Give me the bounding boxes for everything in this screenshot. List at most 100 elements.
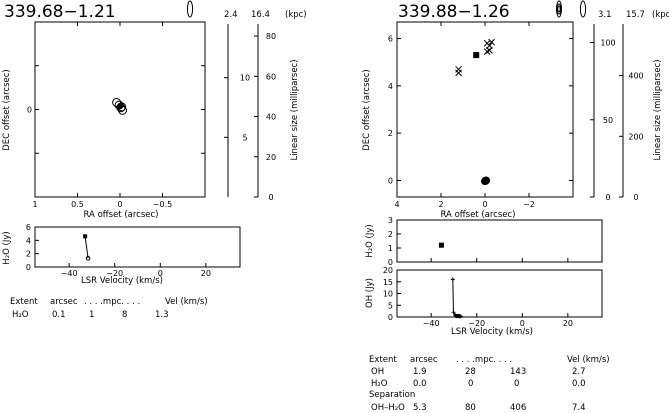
- left-extent-table: Extent arcsec . . . .mpc. . . . Vel (km/…: [10, 297, 208, 320]
- left-sp-x-label-3: −0.5: [153, 200, 172, 209]
- left-table-row-label: H₂O: [12, 310, 29, 320]
- left-sp-x-label-2: 0: [117, 200, 122, 209]
- right-scale-far-label-0: 0: [633, 193, 638, 202]
- right-spatial-x-1: [455, 65, 462, 73]
- left-scale-far-label-1: 20: [266, 153, 276, 162]
- left-scale-far-label-3: 60: [266, 72, 276, 81]
- left-table-h-mpc: . . . .mpc. . . .: [84, 297, 140, 307]
- left-spectrum-ylabel: H₂O (Jy): [2, 231, 12, 264]
- left-sp-x-label-1: 0.5: [71, 200, 84, 209]
- right-oh-y-label-4: 20: [383, 266, 393, 275]
- left-spec-circle: [85, 256, 91, 261]
- right-spatial-marks: [455, 38, 495, 186]
- left-sp-y-label-2: 0: [27, 106, 32, 115]
- right-spatial-x-6: [483, 48, 491, 55]
- left-table-row-vel: 1.3: [155, 310, 169, 320]
- left-spectrum-marks: [83, 234, 91, 261]
- right-scale-near-label-1: 50: [603, 116, 613, 125]
- right-oh-y-label-3: 15: [383, 278, 393, 287]
- right-dist-near: 3.1: [598, 10, 612, 20]
- right-oh-xlabel: LSR Velocity (km/s): [451, 327, 533, 337]
- left-spectrum-ticks: −40 −20 0 20 0 2 4 6: [26, 223, 211, 278]
- left-sp-x-label-0: 1: [32, 200, 37, 209]
- right-row-h2o-mpc-far: 0: [514, 379, 519, 389]
- left-table-row-mpc-far: 8: [122, 310, 127, 320]
- left-spec-square: [83, 234, 88, 239]
- right-row-h2o-mpc-near: 0: [468, 379, 473, 389]
- right-row-oh-mpc-near: 28: [465, 367, 476, 377]
- right-row-oh-label: OH: [371, 367, 384, 377]
- left-spatial-ticks: 1 0.5 0 −0.5 0: [27, 21, 205, 209]
- right-oh-cross-6: [458, 314, 463, 319]
- right-dist-unit: (kpc): [652, 10, 669, 20]
- left-spatial-marks: [112, 98, 128, 115]
- left-table-h-extent: Extent: [10, 297, 38, 307]
- right-sep-mpc-near: 80: [465, 403, 476, 413]
- right-sep-mpc-far: 406: [510, 403, 526, 413]
- right-scale-far-label-1: 200: [628, 132, 643, 141]
- right-h2o-square: [438, 242, 444, 248]
- right-h2o-ticks: 0 1 2 3: [388, 216, 569, 267]
- right-sp-y-label-1: 2: [388, 129, 393, 138]
- right-oh-y-label-1: 5: [388, 301, 393, 310]
- right-spatial-x-3: [486, 42, 493, 50]
- right-spatial-x-5: [488, 38, 495, 46]
- left-spatial-filled-0: [117, 103, 123, 109]
- right-sep-vel: 7.4: [572, 403, 586, 413]
- left-spec-x-label-2: 0: [158, 269, 163, 278]
- left-spec-y-label-3: 6: [26, 223, 31, 232]
- right-sep-label: OH–H₂O: [371, 403, 405, 413]
- right-oh-x-label-0: −40: [423, 319, 440, 328]
- right-row-h2o-vel: 0.0: [572, 379, 586, 389]
- right-h2o-y-label-0: 0: [388, 258, 393, 267]
- left-scale-far-label-2: 40: [266, 113, 276, 122]
- right-table-h-arcsec: arcsec: [410, 355, 438, 365]
- right-extent-table: Extent arcsec . . . .mpc. . . . Vel (km/…: [369, 355, 610, 413]
- right-h2o-y-label-1: 1: [388, 244, 393, 253]
- left-dist-far: 16.4: [251, 10, 270, 20]
- right-spatial-x-4: [486, 47, 493, 54]
- right-oh-cross-1: [451, 310, 456, 315]
- right-h2o-marks: [438, 242, 444, 248]
- left-dist-near: 2.4: [224, 10, 238, 20]
- right-row-oh-vel: 2.7: [572, 367, 586, 377]
- right-row-h2o-label: H₂O: [371, 379, 388, 389]
- left-spec-x-label-0: −40: [61, 269, 78, 278]
- right-oh-y-label-2: 10: [383, 290, 393, 299]
- left-scale-ticks: 5 10 0 20 40 60 80: [224, 32, 276, 202]
- right-scale-near-label-2: 100: [600, 39, 615, 48]
- right-source-title: 339.88−1.26: [398, 2, 510, 22]
- right-oh-marks: [450, 277, 463, 319]
- right-oh-x-label-2: 0: [520, 319, 525, 328]
- right-row-h2o-arcsec: 0.0: [413, 379, 427, 389]
- right-sp-y-label-2: 4: [388, 82, 393, 91]
- right-dist-far: 15.7: [626, 10, 645, 20]
- left-beam-icon: [186, 0, 194, 18]
- left-panel: 339.68−1.21 2.4 16.4 (kpc) 1 0.5 0 −0.5 0 RA…: [2, 0, 307, 320]
- left-scale-near-label-0: 5: [242, 133, 247, 142]
- right-oh-cross-0: [450, 277, 455, 282]
- left-spectrum-frame: [34, 226, 241, 268]
- right-sp-x-label-3: −2: [523, 200, 535, 209]
- right-beam-icon: [556, 0, 587, 18]
- left-scale-label: Linear size (milliparsec): [290, 59, 300, 160]
- right-oh-x-label-1: −20: [468, 319, 485, 328]
- right-scale-ticks: 0 50 100 0 200 400: [590, 39, 644, 202]
- right-h2o-spectrum-frame: [396, 219, 603, 263]
- left-spec-x-label-1: −20: [106, 269, 123, 278]
- right-oh-square-0: [455, 314, 460, 319]
- right-oh-y-label-0: 0: [388, 313, 393, 322]
- right-scale-near-label-0: 0: [605, 193, 610, 202]
- left-table-row-arcsec: 0.1: [52, 310, 66, 320]
- right-h2o-y-label-2: 2: [388, 230, 393, 239]
- right-sp-x-label-1: 2: [438, 200, 443, 209]
- right-oh-line: [452, 279, 461, 317]
- right-sp-x-label-0: 4: [394, 200, 399, 209]
- right-spatial-ticks: 4 2 0 −2 0 2 4 6: [388, 22, 573, 209]
- right-sp-y-label-0: 0: [388, 176, 393, 185]
- right-scale-label: Linear size (milliparsec): [653, 59, 663, 160]
- right-spatial-filled-1: [481, 177, 489, 186]
- right-table-h-vel: Vel (km/s): [567, 355, 610, 365]
